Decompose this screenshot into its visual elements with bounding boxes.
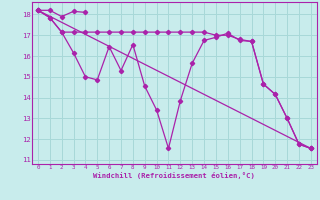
X-axis label: Windchill (Refroidissement éolien,°C): Windchill (Refroidissement éolien,°C) xyxy=(93,172,255,179)
